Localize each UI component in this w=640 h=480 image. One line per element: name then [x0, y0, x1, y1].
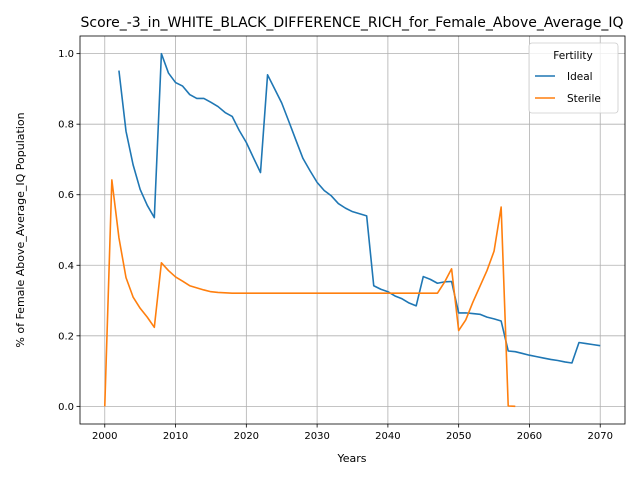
x-tick-label: 2060: [517, 431, 542, 442]
series-line-ideal: [118, 52, 601, 364]
x-tick-label: 2010: [163, 431, 188, 442]
legend-title: Fertility: [553, 50, 592, 62]
x-tick-label: 2070: [588, 431, 613, 442]
x-tick-label: 2030: [304, 431, 329, 442]
y-tick-label: 0.0: [58, 402, 74, 413]
chart-title: Score_-3_in_WHITE_BLACK_DIFFERENCE_RICH_…: [81, 15, 624, 31]
x-tick-label: 2000: [92, 431, 117, 442]
legend-label-sterile: Sterile: [567, 93, 601, 105]
legend-label-ideal: Ideal: [567, 71, 593, 83]
series-line-sterile: [103, 179, 516, 408]
y-tick-label: 0.6: [58, 190, 74, 201]
plot-area-frame: [79, 35, 626, 425]
x-tick-label: 2040: [375, 431, 400, 442]
y-tick-label: 1.0: [58, 49, 74, 60]
x-tick-label: 2020: [234, 431, 259, 442]
x-tick-label: 2050: [446, 431, 471, 442]
legend: Fertility Ideal Sterile: [528, 42, 619, 114]
x-axis-label: Years: [336, 452, 366, 465]
y-tick-label: 0.8: [58, 120, 74, 131]
y-tick-label: 0.4: [58, 261, 74, 272]
y-axis-label: % of Female Above_Average_IQ Population: [14, 112, 27, 347]
axis-ticks: 2000 2010 2020 2030 2040 2050 2060 2070 0.0 0.2 0.…: [58, 49, 613, 442]
legend-box: [528, 42, 619, 114]
y-tick-label: 0.2: [58, 331, 74, 342]
series-lines: [103, 52, 601, 408]
